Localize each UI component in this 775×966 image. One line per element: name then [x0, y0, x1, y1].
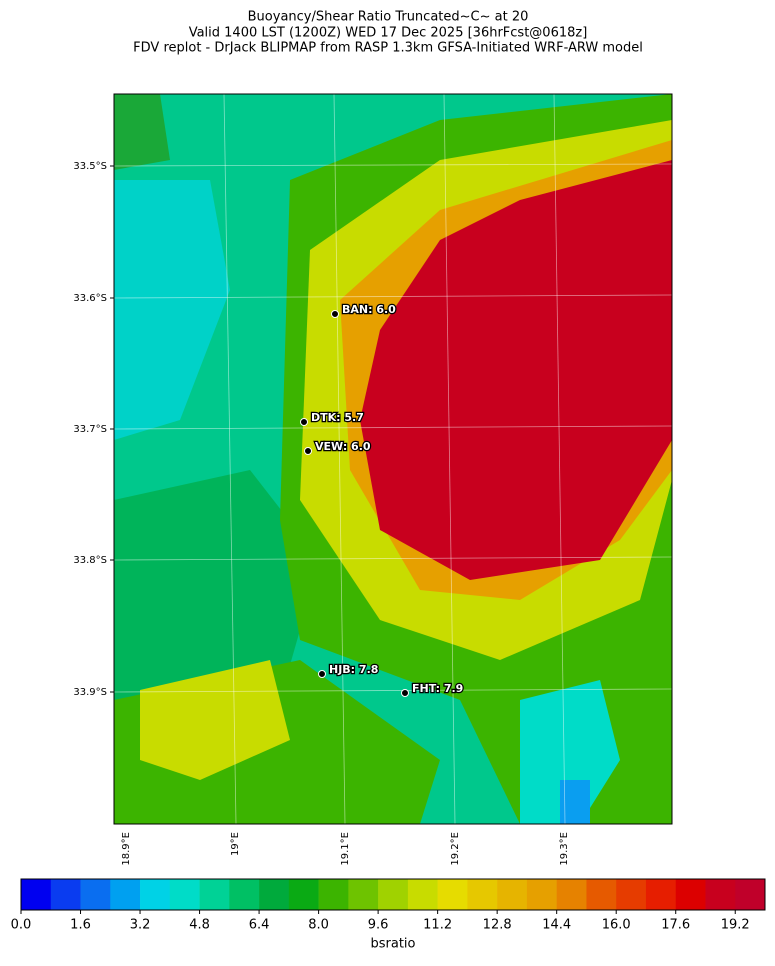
colorbar-tick-label: 9.6 — [368, 918, 389, 933]
lat-label: 33.5°S — [73, 161, 107, 172]
colorbar-swatch — [497, 879, 528, 910]
colorbar-swatch — [110, 879, 141, 910]
lon-label: 19°E — [230, 832, 241, 856]
lat-label: 33.7°S — [73, 424, 107, 435]
colorbar-swatch — [556, 879, 587, 910]
colorbar-tick-label: 12.8 — [483, 918, 512, 933]
colorbar-swatch — [318, 879, 349, 910]
colorbar-tick-label: 16.0 — [602, 918, 631, 933]
station-label: VEW: 6.0 — [315, 440, 371, 453]
colorbar-tick-label: 0.0 — [11, 918, 32, 933]
colorbar-tick-label: 3.2 — [130, 918, 151, 933]
title-line: Valid 1400 LST (1200Z) WED 17 Dec 2025 [… — [189, 26, 588, 41]
colorbar-swatch — [616, 879, 647, 910]
map-field — [114, 94, 672, 824]
colorbar-swatch — [437, 879, 468, 910]
station-label: HJB: 7.8 — [329, 663, 378, 676]
colorbar-tick-label: 8.0 — [308, 918, 329, 933]
map-frame — [113, 93, 673, 825]
colorbar-swatch — [169, 879, 200, 910]
colorbar-swatch — [378, 879, 409, 910]
colorbar-frame — [20, 878, 766, 911]
colorbar-swatch — [467, 879, 498, 910]
lon-label: 19.2°E — [450, 832, 461, 866]
stations: BAN: 6.0 DTK: 5.7 VEW: 6.0 HJB: 7.8 FHT: 7.9 — [300, 302, 465, 697]
colorbar-tick-label: 11.2 — [423, 918, 452, 933]
colorbar-tick-label: 1.6 — [70, 918, 91, 933]
station-label: DTK: 5.7 — [311, 411, 364, 424]
colorbar-swatch — [199, 879, 230, 910]
station-marker — [331, 310, 339, 318]
colorbar-swatch — [140, 879, 171, 910]
colorbar-swatch — [705, 879, 736, 910]
title-line: FDV replot - DrJack BLIPMAP from RASP 1.… — [133, 41, 643, 56]
colorbar-swatch — [348, 879, 379, 910]
colorbar-swatch — [229, 879, 260, 910]
station-marker — [318, 670, 326, 678]
colorbar-swatch — [526, 879, 557, 910]
lat-label: 33.6°S — [73, 293, 107, 304]
lon-label: 18.9°E — [121, 832, 132, 866]
colorbar-tick-label: 14.4 — [542, 918, 571, 933]
colorbar-swatch — [80, 879, 111, 910]
colorbar-label: bsratio — [371, 937, 416, 952]
colorbar-swatch — [645, 879, 677, 910]
colorbar-swatch — [50, 879, 81, 910]
station-label: BAN: 6.0 — [342, 303, 396, 316]
colorbar-swatch — [407, 879, 438, 910]
colorbar-swatch — [586, 879, 617, 910]
colorbar-swatch — [21, 879, 52, 910]
colorbar: 0.0 1.6 3.2 4.8 6.4 8.0 9.6 11.2 12.8 14.4 16.0 17.… — [11, 878, 766, 952]
station-marker — [304, 447, 312, 455]
colorbar-tick-label: 6.4 — [249, 918, 270, 933]
station-marker — [300, 418, 308, 426]
lat-label: 33.9°S — [73, 687, 107, 698]
colorbar-swatch — [288, 879, 319, 910]
station-marker — [401, 689, 409, 697]
lon-label: 19.1°E — [340, 832, 351, 866]
colorbar-swatch — [735, 879, 766, 910]
lon-label: 19.3°E — [559, 832, 570, 866]
colorbar-swatch — [675, 879, 706, 910]
colorbar-tick-label: 4.8 — [189, 918, 210, 933]
title-line: Buoyancy/Shear Ratio Truncated~C~ at 20 — [248, 10, 529, 25]
station-label: FHT: 7.9 — [412, 682, 463, 695]
colorbar-swatch — [259, 879, 290, 910]
lat-label: 33.8°S — [73, 555, 107, 566]
colorbar-tick-label: 17.6 — [661, 918, 690, 933]
colorbar-tick-label: 19.2 — [721, 918, 750, 933]
